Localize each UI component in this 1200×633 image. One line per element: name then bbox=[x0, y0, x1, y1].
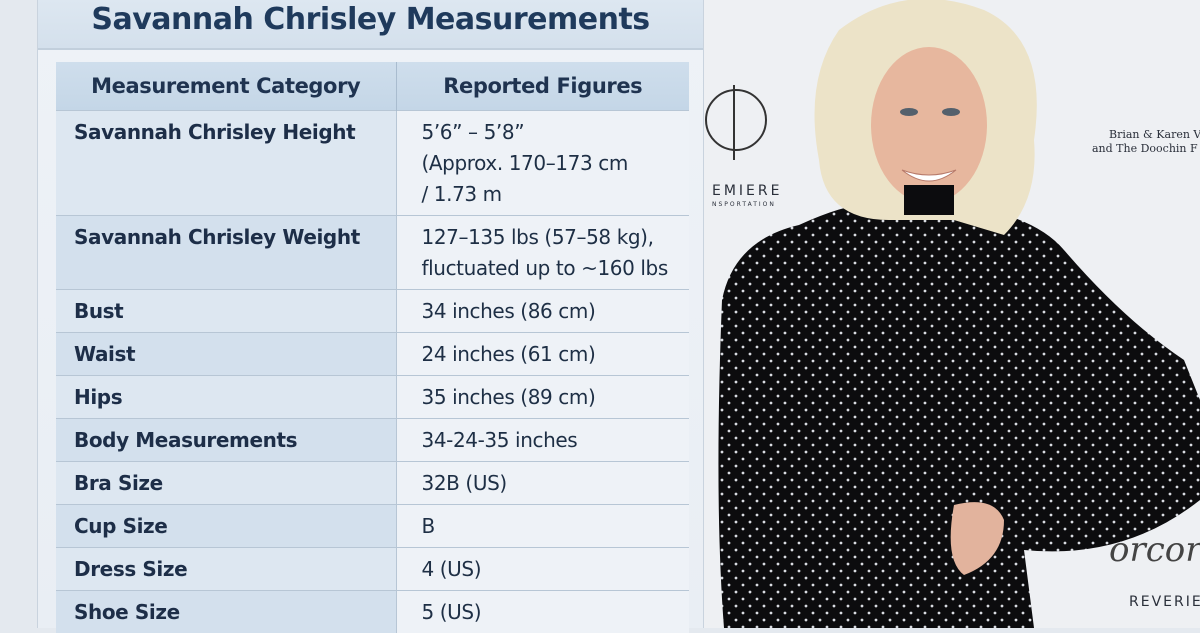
column-header: Measurement Category bbox=[56, 62, 397, 110]
backdrop-logo: orcor bbox=[1109, 530, 1200, 570]
table-row: Savannah Chrisley Height 5’6” – 5’8” (Appr… bbox=[56, 109, 689, 215]
category-cell: Hips bbox=[56, 374, 397, 418]
backdrop-logo: Brian & Karen V bbox=[1109, 128, 1200, 141]
category-cell: Cup Size bbox=[56, 503, 397, 547]
title-band: Savannah Chrisley Measurements bbox=[38, 0, 703, 50]
value-line: (Approx. 170–173 cm bbox=[421, 150, 629, 175]
table-header-row: Measurement Category Reported Figures bbox=[56, 62, 689, 110]
table-row: Body Measurements 34-24-35 inches bbox=[56, 417, 689, 461]
value-line: 24 inches (61 cm) bbox=[421, 341, 596, 366]
table-row: Hips 35 inches (89 cm) bbox=[56, 374, 689, 418]
backdrop-logo: and The Doochin F bbox=[1092, 142, 1198, 155]
table-row: Dress Size 4 (US) bbox=[56, 546, 689, 590]
value-cell: 34 inches (86 cm) bbox=[396, 288, 689, 332]
value-line: 5 (US) bbox=[421, 599, 482, 624]
value-cell: 34-24-35 inches bbox=[396, 417, 689, 461]
category-cell: Bust bbox=[56, 288, 397, 332]
table-row: Shoe Size 5 (US) bbox=[56, 589, 689, 633]
neck bbox=[904, 185, 954, 215]
photo-illustration bbox=[705, 0, 1200, 628]
value-line: 32B (US) bbox=[421, 470, 508, 495]
value-cell: 24 inches (61 cm) bbox=[396, 331, 689, 375]
value-line: fluctuated up to ~160 lbs bbox=[421, 255, 669, 280]
page-title: Savannah Chrisley Measurements bbox=[91, 2, 650, 37]
celebrity-photo: EMIERE NSPORTATION Brian & Karen V and T… bbox=[704, 0, 1200, 628]
value-line: 34-24-35 inches bbox=[421, 427, 578, 452]
table-row: Bra Size 32B (US) bbox=[56, 460, 689, 504]
smile bbox=[901, 169, 957, 182]
value-cell: 4 (US) bbox=[396, 546, 689, 590]
category-cell: Dress Size bbox=[56, 546, 397, 590]
backdrop-logo: REVERIE bbox=[1129, 594, 1200, 610]
table-row: Savannah Chrisley Weight 127–135 lbs (57–… bbox=[56, 214, 689, 289]
value-line: / 1.73 m bbox=[421, 181, 503, 206]
category-cell: Shoe Size bbox=[56, 589, 397, 633]
value-cell: 32B (US) bbox=[396, 460, 689, 504]
face bbox=[871, 47, 987, 203]
value-cell: 5’6” – 5’8” (Approx. 170–173 cm / 1.73 m bbox=[396, 109, 689, 215]
value-line: 127–135 lbs (57–58 kg), bbox=[421, 224, 654, 249]
measurements-table: Measurement Category Reported Figures Sa… bbox=[56, 62, 689, 633]
value-cell: 5 (US) bbox=[396, 589, 689, 633]
table-row: Waist 24 inches (61 cm) bbox=[56, 331, 689, 375]
value-line: 5’6” – 5’8” bbox=[421, 119, 525, 144]
category-cell: Savannah Chrisley Weight bbox=[56, 214, 397, 289]
backdrop-logo-circle bbox=[705, 85, 767, 160]
measurements-panel: Savannah Chrisley Measurements Measureme… bbox=[37, 0, 704, 633]
column-header: Reported Figures bbox=[396, 62, 689, 110]
table-row: Bust 34 inches (86 cm) bbox=[56, 288, 689, 332]
category-cell: Body Measurements bbox=[56, 417, 397, 461]
hand bbox=[950, 502, 1004, 575]
category-cell: Waist bbox=[56, 331, 397, 375]
dress bbox=[718, 204, 1200, 628]
table-row: Cup Size B bbox=[56, 503, 689, 547]
value-cell: 127–135 lbs (57–58 kg), fluctuated up to … bbox=[396, 214, 689, 289]
value-line: B bbox=[421, 513, 436, 538]
backdrop-logo: EMIERE bbox=[712, 183, 783, 199]
value-line: 35 inches (89 cm) bbox=[421, 384, 596, 409]
value-line: 34 inches (86 cm) bbox=[421, 298, 596, 323]
category-cell: Savannah Chrisley Height bbox=[56, 109, 397, 215]
value-cell: B bbox=[396, 503, 689, 547]
category-cell: Bra Size bbox=[56, 460, 397, 504]
backdrop-logo: NSPORTATION bbox=[712, 201, 776, 208]
value-line: 4 (US) bbox=[421, 556, 482, 581]
value-cell: 35 inches (89 cm) bbox=[396, 374, 689, 418]
